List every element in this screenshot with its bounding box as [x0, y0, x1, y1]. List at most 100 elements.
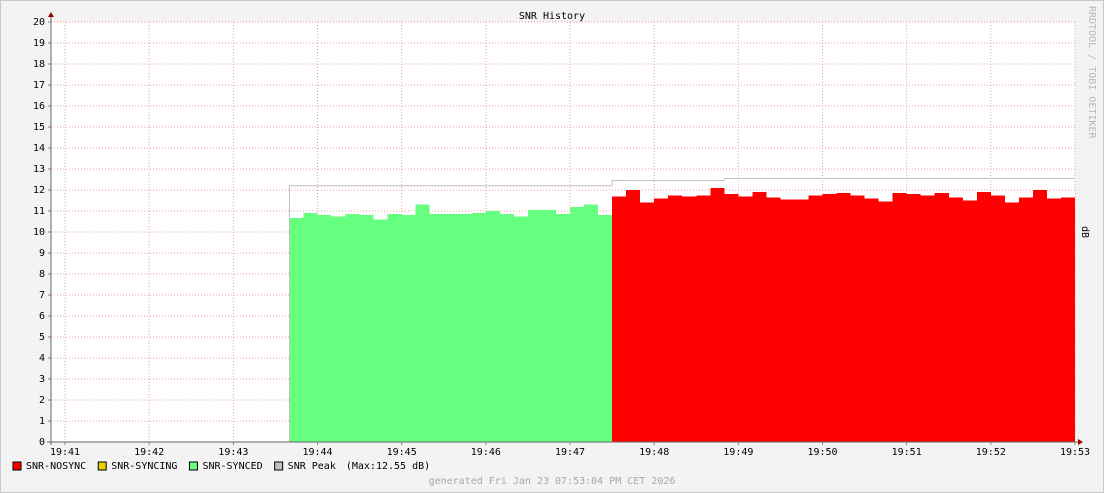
step-bar [794, 199, 809, 442]
step-bar [429, 214, 444, 442]
step-bar [527, 209, 542, 442]
step-bar [864, 198, 879, 442]
y-tick-label: 12 [33, 185, 45, 196]
step-bar [934, 193, 949, 442]
x-tick-label: 19:49 [723, 447, 753, 458]
step-bar [303, 213, 318, 442]
step-bar [373, 219, 388, 442]
step-bar [836, 193, 851, 442]
step-bar [780, 199, 795, 442]
step-bar [668, 195, 683, 442]
axis-arrow [48, 12, 54, 17]
y-tick-label: 4 [39, 353, 45, 364]
x-tick-label: 19:44 [302, 447, 332, 458]
step-bar [710, 187, 725, 442]
step-bar [1032, 190, 1047, 442]
x-tick-label: 19:45 [387, 447, 417, 458]
y-tick-label: 13 [33, 164, 45, 175]
step-bar [541, 209, 556, 442]
step-bar [906, 194, 921, 442]
y-tick-label: 19 [33, 38, 45, 49]
y-tick-label: 5 [39, 332, 45, 343]
legend-swatch [12, 461, 22, 471]
legend-label: SNR Peak [288, 461, 336, 472]
x-tick-label: 19:53 [1060, 447, 1090, 458]
x-tick-label: 19:52 [976, 447, 1006, 458]
step-bar [401, 215, 416, 442]
step-bar [584, 204, 599, 442]
watermark: RRDTOOL / TOBI OETIKER [1086, 6, 1097, 139]
step-bar [738, 196, 753, 442]
y-tick-label: 6 [39, 311, 45, 322]
y-tick-label: 1 [39, 416, 45, 427]
y-axis-label: dB [1079, 226, 1090, 238]
step-bar [415, 204, 430, 442]
step-bar [598, 215, 613, 442]
step-bar [317, 215, 332, 442]
step-bar [457, 214, 472, 442]
x-tick-label: 19:43 [218, 447, 248, 458]
y-tick-label: 8 [39, 269, 45, 280]
x-tick-label: 19:46 [471, 447, 501, 458]
step-bar [962, 200, 977, 442]
x-tick-label: 19:47 [555, 447, 585, 458]
y-tick-label: 10 [33, 227, 45, 238]
step-bar [359, 215, 374, 442]
legend-note: (Max:12.55 dB) [346, 461, 430, 472]
legend-swatch [97, 461, 107, 471]
y-tick-label: 20 [33, 17, 45, 28]
y-tick-label: 3 [39, 374, 45, 385]
y-tick-label: 17 [33, 80, 45, 91]
step-bar [976, 192, 991, 442]
step-bar [387, 214, 402, 442]
y-tick-label: 0 [39, 437, 45, 448]
footer: generated Fri Jan 23 07:53:04 PM CET 202… [429, 476, 676, 487]
x-tick-label: 19:50 [807, 447, 837, 458]
y-tick-label: 16 [33, 101, 45, 112]
step-bar [612, 196, 627, 442]
step-bar [696, 195, 711, 442]
step-bar [331, 216, 346, 442]
step-bar [1060, 197, 1075, 442]
step-bar [1046, 198, 1061, 442]
step-bar [990, 195, 1005, 442]
y-tick-label: 11 [33, 206, 45, 217]
legend-label: SNR-SYNCED [202, 461, 262, 472]
step-bar [555, 214, 571, 442]
chart-title: SNR History [519, 11, 585, 22]
step-bar [345, 214, 360, 442]
step-bar [1004, 202, 1019, 442]
step-bar [471, 213, 486, 442]
step-bar [443, 214, 458, 442]
x-tick-label: 19:41 [50, 447, 80, 458]
step-bar [822, 194, 837, 442]
peak-step [723, 177, 739, 181]
step-bar [920, 195, 935, 442]
legend-swatch [188, 461, 198, 471]
step-bar [682, 196, 697, 442]
step-bar [654, 198, 669, 442]
legend-label: SNR-NOSYNC [26, 461, 86, 472]
step-bar [752, 192, 767, 442]
step-bar [724, 194, 739, 442]
step-bar [948, 197, 963, 442]
step-bar [513, 216, 528, 442]
step-bar [892, 193, 907, 442]
x-tick-label: 19:51 [892, 447, 922, 458]
y-tick-label: 7 [39, 290, 45, 301]
step-bar [1018, 197, 1033, 442]
step-bar [570, 206, 585, 442]
peak-step [611, 180, 627, 186]
step-bar [485, 211, 500, 442]
x-tick-label: 19:42 [134, 447, 164, 458]
axis-arrow [1078, 439, 1083, 445]
y-tick-label: 2 [39, 395, 45, 406]
y-tick-label: 18 [33, 59, 45, 70]
step-bar [808, 195, 823, 442]
step-bar [289, 217, 304, 442]
y-tick-label: 15 [33, 122, 45, 133]
x-tick-label: 19:48 [639, 447, 669, 458]
step-bar [626, 190, 641, 442]
y-tick-label: 9 [39, 248, 45, 259]
